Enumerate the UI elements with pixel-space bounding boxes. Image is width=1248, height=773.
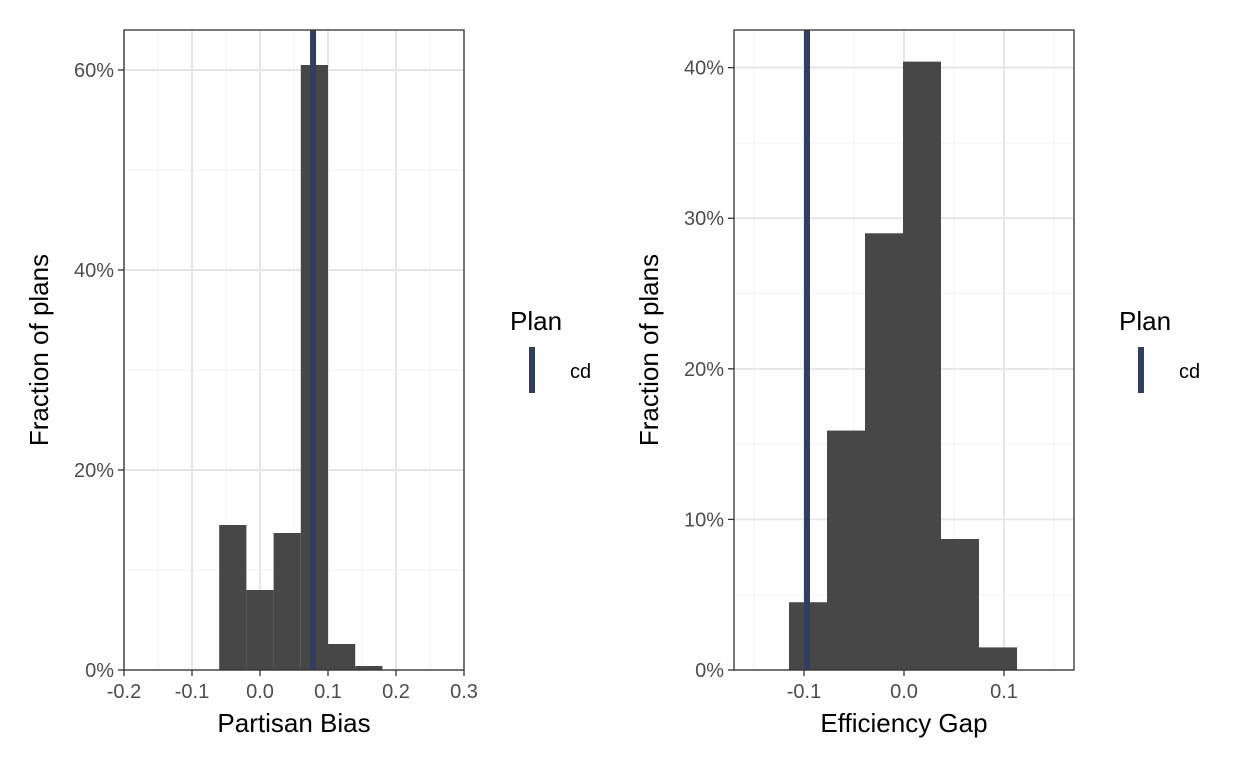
chart-panel-2: -0.1 0.0 0.1 0% 10% 20% 30% 40% Efficiency Gap Fr… (634, 29, 1200, 738)
x-tick-label: -0.1 (175, 681, 209, 703)
x-tick-label: 0.1 (990, 681, 1018, 703)
y-tick-label: 20% (684, 359, 724, 381)
y-axis: 0% 10% 20% 30% 40% (684, 58, 734, 682)
legend-title: Plan (510, 306, 562, 336)
histogram-bar-6 (979, 647, 1017, 670)
x-axis: -0.1 0.0 0.1 (787, 670, 1018, 703)
histogram-bar-5 (328, 644, 356, 670)
histogram-bars (219, 65, 383, 670)
y-axis-title: Fraction of plans (24, 254, 54, 446)
x-axis-title: Partisan Bias (217, 708, 370, 738)
y-tick-label: 0% (695, 660, 724, 682)
y-tick-label: 40% (684, 58, 724, 80)
chart-panel-1: -0.2 -0.1 0.0 0.1 0.2 0.3 0% 20% 40% 60% Partisan … (24, 29, 591, 738)
y-tick-label: 10% (684, 509, 724, 531)
panel-border (123, 29, 465, 671)
y-tick-label: 60% (74, 60, 114, 82)
x-tick-label: 0.1 (314, 681, 342, 703)
histogram-bar-5 (941, 538, 979, 670)
x-axis: -0.2 -0.1 0.0 0.1 0.2 0.3 (107, 670, 478, 703)
x-tick-label: -0.2 (107, 681, 141, 703)
x-tick-label: 0.0 (890, 681, 918, 703)
histogram-bar-3 (865, 233, 903, 670)
legend-label-cd: cd (1179, 361, 1200, 383)
legend-title: Plan (1119, 306, 1171, 336)
x-tick-label: 0.2 (382, 681, 410, 703)
y-axis-title: Fraction of plans (634, 254, 664, 446)
y-tick-label: 0% (85, 660, 114, 682)
histogram-bar-3 (273, 533, 301, 670)
histogram-bar-2 (246, 590, 274, 670)
y-tick-label: 30% (684, 208, 724, 230)
legend: Plan cd (1119, 306, 1200, 393)
x-tick-label: 0.3 (450, 681, 478, 703)
y-axis: 0% 20% 40% 60% (74, 60, 124, 682)
legend: Plan cd (510, 306, 591, 393)
legend-label-cd: cd (570, 361, 591, 383)
x-axis-title: Efficiency Gap (820, 708, 987, 738)
y-tick-label: 40% (74, 260, 114, 282)
histogram-bar-2 (827, 430, 865, 670)
x-tick-label: -0.1 (787, 681, 821, 703)
histogram-bar-4 (903, 61, 941, 670)
histogram-bar-1 (219, 525, 247, 670)
x-tick-label: 0.0 (246, 681, 274, 703)
y-tick-label: 20% (74, 460, 114, 482)
histogram-bar-6 (355, 666, 383, 670)
